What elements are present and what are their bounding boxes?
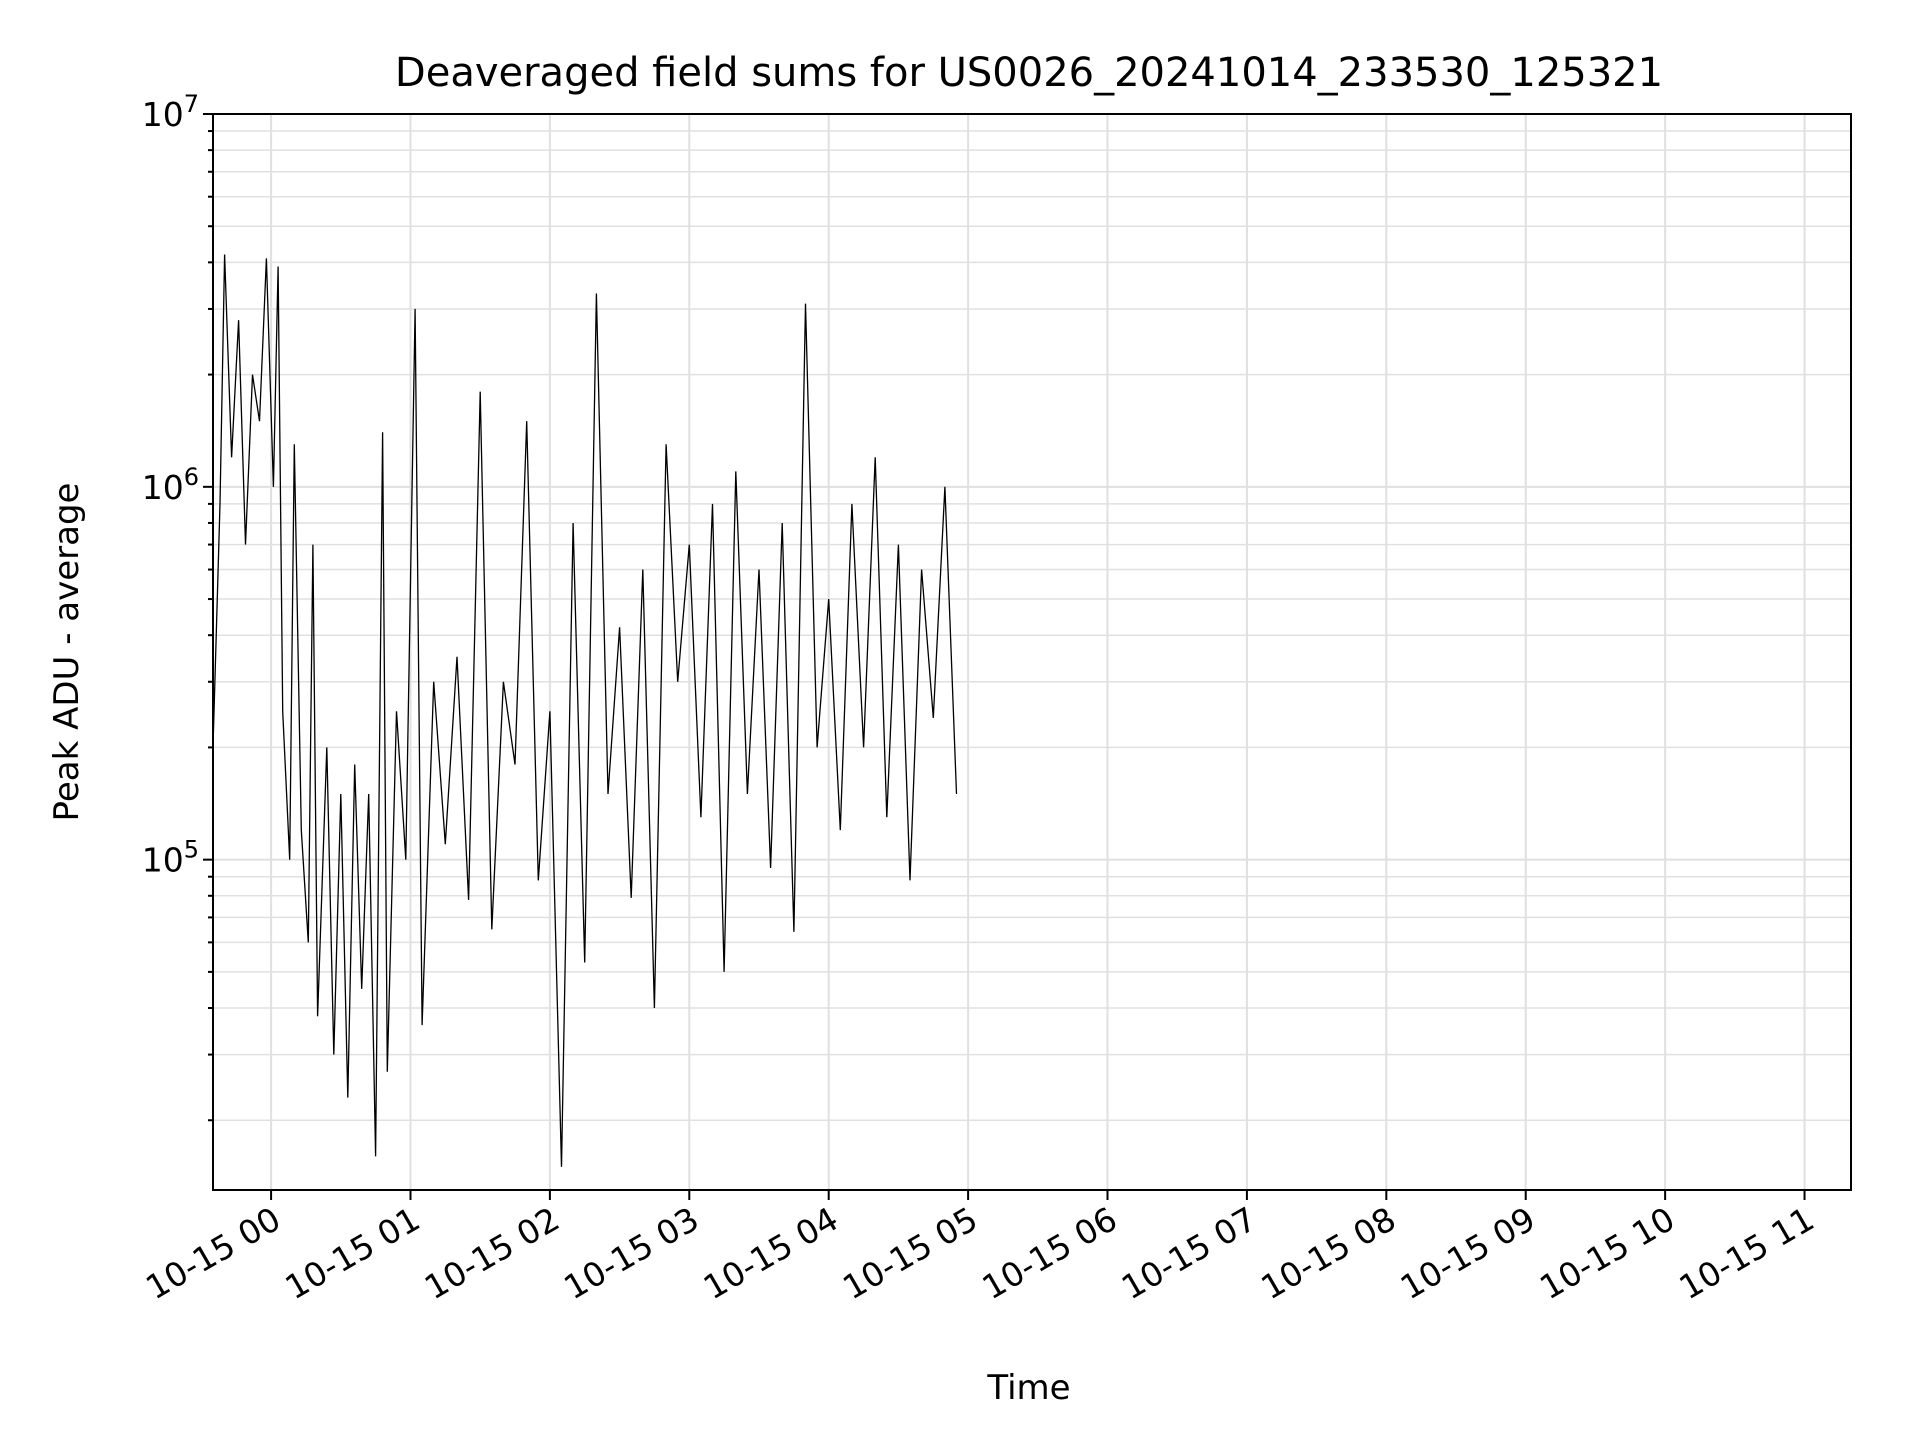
series-line bbox=[212, 254, 958, 1167]
plot-frame bbox=[212, 113, 1852, 1191]
grid bbox=[213, 113, 1851, 1190]
y-axis-label: Peak ADU - average bbox=[47, 483, 87, 822]
chart-title: Deaveraged field sums for US0026_2024101… bbox=[395, 50, 1663, 96]
y-tick-label: 105 bbox=[142, 836, 199, 880]
plot-area bbox=[212, 254, 958, 1167]
y-tick-label: 107 bbox=[142, 90, 199, 134]
y-tick-label: 106 bbox=[142, 463, 199, 507]
x-axis-label: Time bbox=[986, 1368, 1070, 1408]
y-axis: 105 106 107 bbox=[142, 90, 213, 1122]
